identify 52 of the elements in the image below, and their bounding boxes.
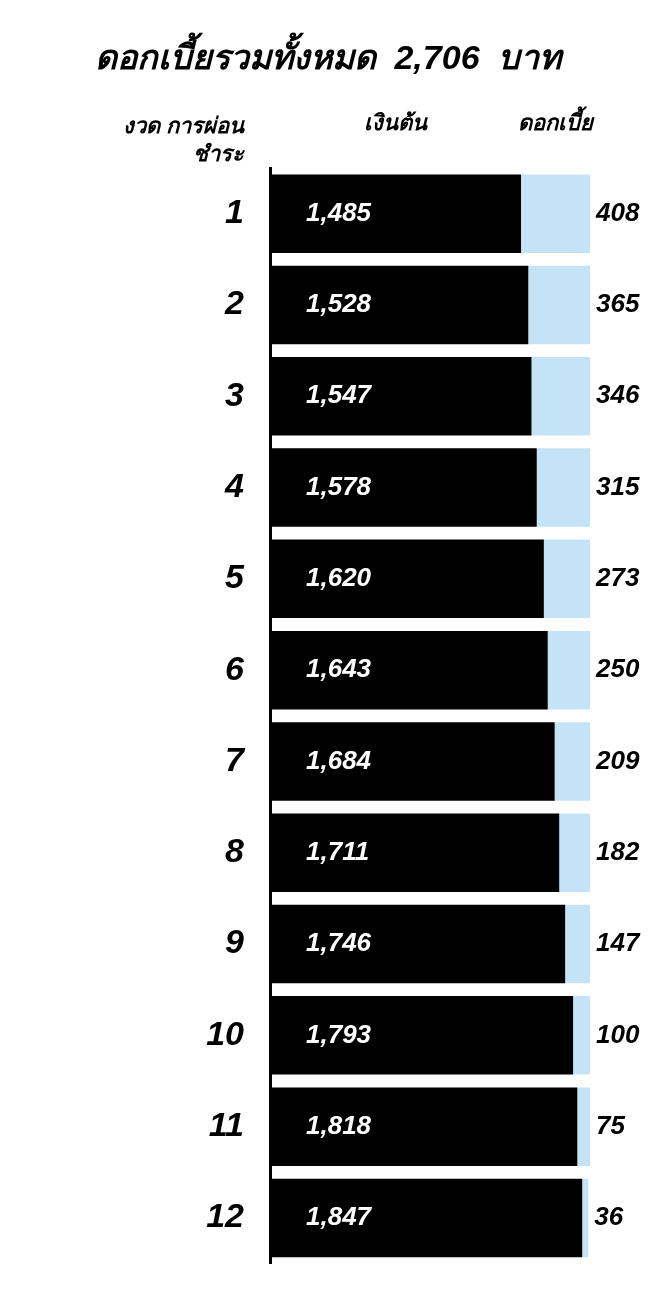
- bar: [547, 630, 590, 710]
- bar: [528, 265, 590, 345]
- series-label: ดอกเบี้ย: [518, 106, 596, 136]
- data-label: 1,547: [306, 379, 373, 410]
- data-label: 1,847: [306, 1201, 373, 1232]
- data-label: 315: [596, 470, 640, 501]
- data-label: 209: [595, 744, 640, 775]
- data-label: 1,485: [306, 196, 372, 227]
- y-tick-label: 9: [225, 922, 245, 961]
- bar: [536, 448, 590, 527]
- data-label: 147: [596, 927, 641, 958]
- data-label: 1,578: [306, 470, 372, 501]
- y-tick-label: 3: [225, 374, 245, 413]
- data-label: 1,818: [306, 1109, 372, 1140]
- bar: [531, 356, 590, 436]
- y-tick-label: 2: [224, 283, 245, 322]
- y-tick-label: 10: [206, 1013, 245, 1052]
- y-tick-label: 6: [225, 648, 246, 687]
- y-tick-label: 7: [225, 739, 247, 778]
- chart-title: ดอกเบี้ยรวมทั้งหมด 2,706 บาท: [93, 31, 565, 78]
- data-label: 100: [596, 1018, 640, 1049]
- data-label: 273: [595, 562, 640, 593]
- data-label: 1,746: [306, 927, 372, 958]
- bar: [565, 904, 590, 984]
- data-label: 182: [596, 835, 640, 866]
- y-tick-label: 12: [206, 1196, 245, 1235]
- data-label: 346: [596, 379, 640, 410]
- data-label: 1,528: [306, 288, 372, 319]
- y-tick-label: 8: [225, 831, 245, 870]
- data-label: 250: [595, 653, 640, 684]
- bar: [554, 722, 590, 801]
- y-tick-label: 11: [208, 1105, 244, 1144]
- bar: [559, 813, 590, 893]
- bar: [521, 174, 590, 253]
- series-label: เงินต้น: [364, 110, 429, 136]
- bar: [543, 539, 590, 619]
- y-tick-label: 4: [224, 465, 245, 504]
- data-label: 36: [594, 1201, 624, 1232]
- data-label: 1,620: [306, 562, 372, 593]
- bar: [577, 1087, 590, 1166]
- bar: [582, 1178, 589, 1258]
- data-label: 1,643: [306, 653, 372, 684]
- y-axis-title: งวด การผ่อนชำระ: [121, 112, 244, 168]
- data-label: 75: [596, 1109, 626, 1140]
- data-label: 408: [595, 196, 640, 227]
- data-label: 1,711: [306, 835, 370, 866]
- y-tick-label: 1: [225, 192, 244, 231]
- data-label: 1,684: [306, 744, 372, 775]
- data-label: 1,793: [306, 1018, 372, 1049]
- data-label: 365: [596, 288, 640, 319]
- y-tick-label: 5: [225, 557, 246, 596]
- bar: [573, 996, 590, 1075]
